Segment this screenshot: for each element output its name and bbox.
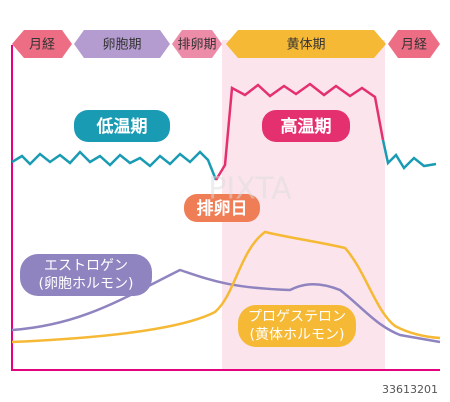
high-temp-label: 高温期 (281, 116, 332, 137)
ovulation-label: 排卵日 (197, 198, 248, 219)
temperature-high (214, 82, 385, 181)
progesterone-curve (11, 230, 441, 344)
label-box (20, 254, 152, 296)
estrogen-label: エストロゲン (44, 258, 128, 274)
phase-label: 月経 (29, 38, 55, 53)
phase-arrow (226, 30, 386, 58)
label-box (262, 110, 350, 142)
estrogen-curve (11, 268, 441, 344)
estrogen-label: (卵胞ホルモン) (39, 276, 134, 292)
phase-label: 黄体期 (286, 38, 325, 53)
watermark: PIXTA (208, 172, 292, 207)
phase-arrow (74, 30, 170, 58)
temperature-low (11, 150, 218, 181)
phase-arrow (172, 30, 222, 58)
progesterone-label: (黄体ホルモン) (250, 326, 345, 343)
label-box (184, 194, 260, 222)
phase-arrow (12, 30, 72, 58)
temperature-low (381, 139, 437, 171)
phase-label: 卵胞期 (102, 38, 141, 53)
label-box (238, 305, 356, 347)
low-temp-label: 低温期 (96, 116, 148, 137)
phase-label: 月経 (401, 38, 427, 53)
label-box (74, 110, 170, 142)
phase-label: 排卵期 (177, 38, 216, 53)
progesterone-label: プロゲステロン (248, 309, 346, 325)
image-id: 33613201 (382, 383, 438, 396)
phase-arrow (388, 30, 440, 58)
